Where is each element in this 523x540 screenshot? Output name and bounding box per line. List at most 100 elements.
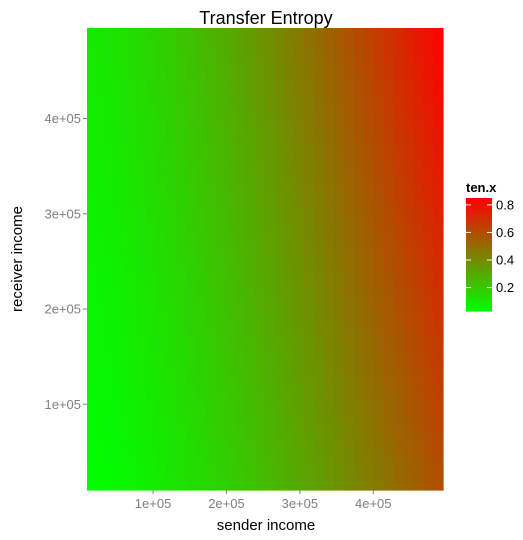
heatmap-cell (116, 374, 128, 388)
heatmap-cell (403, 310, 414, 324)
heatmap-cell (324, 53, 335, 68)
heatmap-cell (176, 348, 187, 363)
heatmap-cell (176, 310, 187, 324)
heatmap-cell (383, 194, 395, 209)
heatmap-cell (433, 400, 444, 414)
heatmap-cell (185, 323, 197, 337)
heatmap-cell (284, 336, 296, 350)
heatmap-cell (225, 182, 236, 196)
heatmap-cell (274, 40, 286, 55)
heatmap-cell (156, 117, 167, 132)
heatmap-cell (176, 477, 187, 491)
heatmap-cell (96, 374, 108, 388)
heatmap-cell (136, 194, 147, 209)
heatmap-cell (126, 53, 138, 68)
heatmap-cell (393, 92, 405, 106)
heatmap-cell (146, 284, 157, 299)
heatmap-cell (423, 348, 434, 363)
heatmap-cell (156, 246, 167, 260)
heatmap-cell (304, 387, 316, 401)
heatmap-cell (106, 117, 118, 132)
heatmap-cell (225, 259, 236, 273)
heatmap-cell (225, 233, 236, 247)
heatmap-cell (393, 130, 405, 145)
heatmap-cell (383, 105, 395, 119)
heatmap-cell (195, 105, 207, 119)
heatmap-cell (354, 169, 365, 183)
heatmap-cell (314, 194, 325, 209)
heatmap-cell (136, 477, 147, 491)
heatmap-cell (176, 143, 187, 157)
heatmap-cell (314, 207, 325, 222)
heatmap-cell (314, 169, 325, 183)
heatmap-cell (245, 53, 256, 68)
heatmap-cell (284, 310, 296, 324)
heatmap-cell (265, 53, 276, 68)
heatmap-cell (423, 259, 434, 273)
heatmap-cell (274, 156, 286, 170)
heatmap-cell (393, 220, 405, 234)
heatmap-cell (166, 284, 177, 299)
heatmap-cell (225, 40, 236, 55)
heatmap-cell (146, 387, 157, 401)
heatmap-cell (235, 361, 246, 376)
heatmap-cell (225, 400, 236, 414)
heatmap-cell (324, 464, 335, 478)
heatmap-cell (265, 117, 276, 132)
heatmap-cell (393, 464, 405, 478)
heatmap-cell (136, 297, 147, 311)
heatmap-cell (126, 477, 138, 491)
heatmap-cell (136, 66, 147, 80)
heatmap-cell (255, 451, 266, 465)
heatmap-cell (373, 246, 385, 260)
heatmap-cell (235, 259, 246, 273)
heatmap-cell (245, 451, 256, 465)
heatmap-cell (354, 348, 365, 363)
heatmap-cell (423, 92, 434, 106)
heatmap-cell (136, 207, 147, 222)
heatmap-cell (156, 143, 167, 157)
heatmap-cell (215, 348, 227, 363)
heatmap-cell (373, 374, 385, 388)
heatmap-cell (274, 361, 286, 376)
heatmap-cell (363, 387, 375, 401)
heatmap-cell (393, 400, 405, 414)
heatmap-cell (136, 53, 147, 68)
heatmap-cell (294, 323, 306, 337)
heatmap-cell (156, 53, 167, 68)
legend-color-step (466, 214, 492, 218)
legend-color-step (466, 226, 492, 229)
heatmap-cell (344, 413, 355, 427)
heatmap-cell (166, 220, 177, 234)
heatmap-cell (324, 143, 335, 157)
heatmap-cell (294, 425, 306, 440)
heatmap-cell (344, 182, 355, 196)
heatmap-cell (185, 438, 197, 453)
heatmap-cell (274, 425, 286, 440)
heatmap-cell (235, 284, 246, 299)
heatmap-cell (274, 169, 286, 183)
heatmap-cell (136, 374, 147, 388)
heatmap-cell (87, 323, 98, 337)
heatmap-cell (383, 477, 395, 491)
heatmap-cell (106, 169, 118, 183)
heatmap-cell (87, 451, 98, 465)
heatmap-cell (96, 284, 108, 299)
heatmap-cell (166, 246, 177, 260)
heatmap-cell (393, 117, 405, 132)
heatmap-cell (314, 130, 325, 145)
heatmap-cell (334, 464, 345, 478)
heatmap-cell (225, 464, 236, 478)
heatmap-cell (373, 271, 385, 286)
heatmap-cell (344, 451, 355, 465)
heatmap-cell (354, 310, 365, 324)
heatmap-cell (363, 400, 375, 414)
heatmap-cell (87, 28, 98, 42)
heatmap-cell (225, 130, 236, 145)
heatmap-cell (225, 53, 236, 68)
heatmap-cell (225, 105, 236, 119)
heatmap-cell (185, 336, 197, 350)
legend-color-step (466, 271, 492, 274)
heatmap-cell (126, 438, 138, 453)
heatmap-cell (354, 246, 365, 260)
